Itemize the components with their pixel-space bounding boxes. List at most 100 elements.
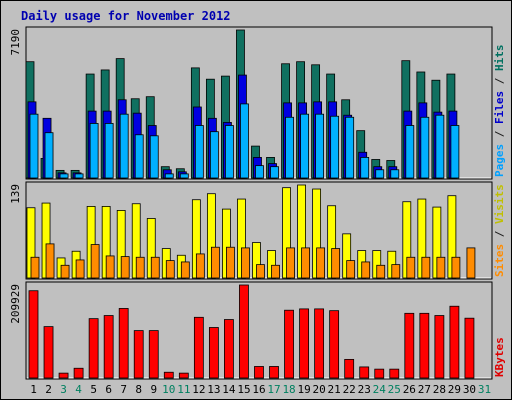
legend-item-kbytes-0: KBytes bbox=[493, 337, 506, 377]
x-tick-label-22: 22 bbox=[343, 383, 356, 396]
x-tick-label-7: 7 bbox=[120, 383, 127, 396]
bar-sites-23 bbox=[361, 261, 371, 279]
bar-pages-5 bbox=[89, 123, 99, 179]
bar-pages-26 bbox=[405, 125, 415, 179]
x-tick-label-18: 18 bbox=[282, 383, 295, 396]
bar-sites-17 bbox=[271, 264, 280, 279]
x-tick-label-13: 13 bbox=[207, 383, 220, 396]
bar-sites-2 bbox=[45, 243, 55, 279]
bar-pages-16 bbox=[255, 165, 264, 179]
bar-pages-15 bbox=[240, 103, 249, 179]
bar-pages-7 bbox=[119, 113, 129, 179]
legend-kbytes: KBytes bbox=[493, 337, 506, 377]
bar-sites-15 bbox=[241, 247, 250, 279]
panel-kbytes bbox=[25, 281, 493, 380]
bar-kbytes-9 bbox=[148, 330, 159, 379]
bar-sites-25 bbox=[391, 264, 401, 279]
bar-sites-10 bbox=[165, 260, 175, 279]
bar-pages-13 bbox=[209, 131, 219, 179]
bar-pages-17 bbox=[270, 166, 279, 179]
bar-pages-18 bbox=[285, 116, 294, 179]
bar-sites-4 bbox=[75, 259, 85, 279]
legend-item-hits_files_pages-3: / bbox=[493, 71, 506, 91]
x-tick-label-21: 21 bbox=[328, 383, 341, 396]
bar-kbytes-15 bbox=[239, 284, 249, 379]
bar-sites-14 bbox=[226, 246, 235, 279]
bar-kbytes-20 bbox=[314, 308, 325, 379]
x-tick-label-24: 24 bbox=[373, 383, 387, 396]
x-tick-label-1: 1 bbox=[30, 383, 37, 396]
bar-kbytes-16 bbox=[254, 366, 264, 379]
max-label-hits_files_pages: 7190 bbox=[9, 29, 22, 56]
x-tick-label-20: 20 bbox=[313, 383, 326, 396]
x-tick-label-26: 26 bbox=[403, 383, 416, 396]
bar-kbytes-18 bbox=[284, 309, 294, 379]
bar-sites-5 bbox=[90, 244, 100, 279]
bar-kbytes-27 bbox=[419, 312, 430, 379]
x-tick-label-25: 25 bbox=[388, 383, 401, 396]
bar-sites-11 bbox=[180, 261, 190, 279]
legend-item-hits_files_pages-0: Pages bbox=[493, 144, 506, 177]
bar-kbytes-12 bbox=[193, 316, 204, 379]
bar-sites-13 bbox=[210, 246, 220, 279]
x-tick-label-15: 15 bbox=[237, 383, 250, 396]
bar-kbytes-2 bbox=[43, 326, 54, 379]
bar-pages-9 bbox=[149, 135, 159, 179]
bar-sites-21 bbox=[331, 248, 341, 279]
bar-pages-6 bbox=[104, 123, 114, 179]
bar-kbytes-22 bbox=[344, 358, 355, 379]
x-tick-label-29: 29 bbox=[448, 383, 461, 396]
bar-sites-12 bbox=[195, 253, 205, 279]
bar-pages-29 bbox=[450, 125, 460, 179]
bar-kbytes-5 bbox=[88, 318, 99, 379]
bar-pages-20 bbox=[315, 113, 325, 179]
bar-sites-20 bbox=[316, 247, 326, 279]
bar-sites-24 bbox=[376, 264, 386, 279]
bar-pages-25 bbox=[390, 169, 400, 179]
x-tick-label-28: 28 bbox=[433, 383, 446, 396]
bar-pages-27 bbox=[420, 116, 430, 179]
bar-kbytes-8 bbox=[133, 330, 144, 379]
x-tick-label-27: 27 bbox=[418, 383, 431, 396]
bar-kbytes-10 bbox=[163, 371, 174, 379]
bar-kbytes-19 bbox=[299, 308, 309, 379]
bar-sites-18 bbox=[286, 247, 295, 279]
legend-item-hits_files_pages-2: Files bbox=[493, 91, 506, 124]
bar-pages-10 bbox=[164, 173, 174, 179]
bar-kbytes-4 bbox=[73, 367, 84, 379]
x-tick-label-3: 3 bbox=[60, 383, 67, 396]
bar-kbytes-30 bbox=[464, 317, 475, 379]
bar-kbytes-21 bbox=[329, 310, 340, 379]
bar-kbytes-7 bbox=[118, 308, 129, 379]
x-tick-label-8: 8 bbox=[135, 383, 142, 396]
bar-pages-28 bbox=[435, 114, 445, 179]
bar-pages-14 bbox=[225, 125, 234, 179]
bar-sites-27 bbox=[421, 256, 431, 279]
bar-kbytes-25 bbox=[389, 368, 400, 379]
bar-kbytes-17 bbox=[269, 366, 279, 379]
bar-kbytes-1 bbox=[28, 290, 39, 379]
bar-kbytes-23 bbox=[359, 366, 370, 379]
bar-kbytes-26 bbox=[404, 312, 415, 379]
x-tick-label-2: 2 bbox=[45, 383, 52, 396]
x-tick-label-5: 5 bbox=[90, 383, 97, 396]
bar-sites-7 bbox=[120, 256, 130, 279]
bar-kbytes-14 bbox=[224, 319, 234, 379]
bar-sites-29 bbox=[451, 256, 461, 279]
bar-pages-3 bbox=[59, 173, 69, 179]
bar-sites-8 bbox=[135, 256, 145, 279]
bar-sites-16 bbox=[256, 264, 265, 279]
bar-pages-22 bbox=[345, 116, 355, 179]
legend-visits_sites: Sites / Visits bbox=[493, 184, 506, 277]
max-label-visits_sites: 139 bbox=[9, 184, 22, 204]
x-tick-label-10: 10 bbox=[162, 383, 175, 396]
bar-pages-23 bbox=[360, 157, 370, 179]
x-tick-label-30: 30 bbox=[463, 383, 476, 396]
bar-pages-12 bbox=[194, 125, 204, 179]
x-tick-label-4: 4 bbox=[75, 383, 82, 396]
x-tick-label-16: 16 bbox=[252, 383, 265, 396]
bar-sites-19 bbox=[301, 247, 310, 279]
bar-pages-19 bbox=[300, 113, 309, 179]
bar-kbytes-24 bbox=[374, 368, 385, 379]
